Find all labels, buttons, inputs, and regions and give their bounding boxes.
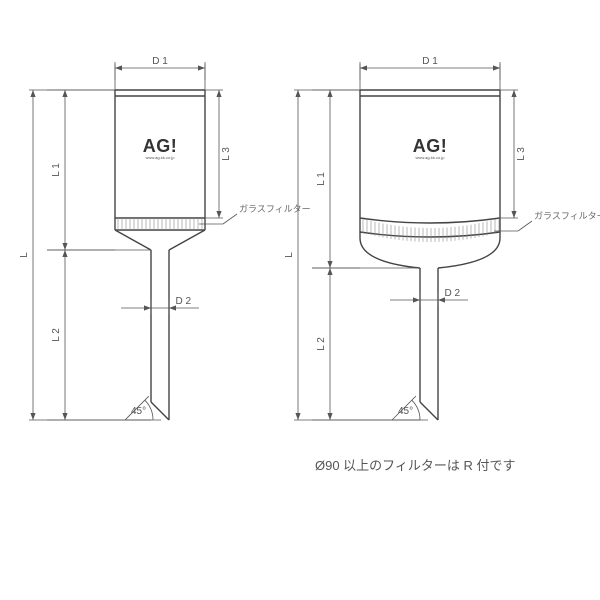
svg-text:D 1: D 1 [152,56,168,67]
svg-text:45°: 45° [398,406,413,417]
svg-text:L: L [19,252,30,258]
svg-text:L 2: L 2 [316,337,327,351]
filter-label: ガラスフィルター [534,211,600,221]
svg-text:www.ag-kk.co.jp: www.ag-kk.co.jp [146,155,176,160]
svg-text:L: L [284,252,295,258]
svg-text:L 1: L 1 [51,163,62,177]
brand-logo: AG! [413,136,448,156]
svg-text:D 1: D 1 [422,56,438,67]
left-figure: AG!www.ag-kk.co.jp D 1 D 2 L L 1 L 2 L 3 45° ガラス… [19,56,311,420]
right-figure: AG!www.ag-kk.co.jp D 1 D 2 L L 1 L 2 L 3 45° ガラス… [284,56,600,420]
svg-text:D 2: D 2 [175,296,191,307]
svg-text:L 3: L 3 [516,147,527,161]
filter-label: ガラスフィルター [239,204,311,214]
svg-text:L 1: L 1 [316,172,327,186]
svg-text:L 2: L 2 [51,328,62,342]
svg-text:45°: 45° [131,406,146,417]
brand-logo: AG! [143,136,178,156]
svg-text:D 2: D 2 [444,288,460,299]
svg-text:L 3: L 3 [221,147,232,161]
r-note: Ø90 以上のフィルターは R 付です [315,458,516,473]
svg-text:www.ag-kk.co.jp: www.ag-kk.co.jp [416,155,446,160]
